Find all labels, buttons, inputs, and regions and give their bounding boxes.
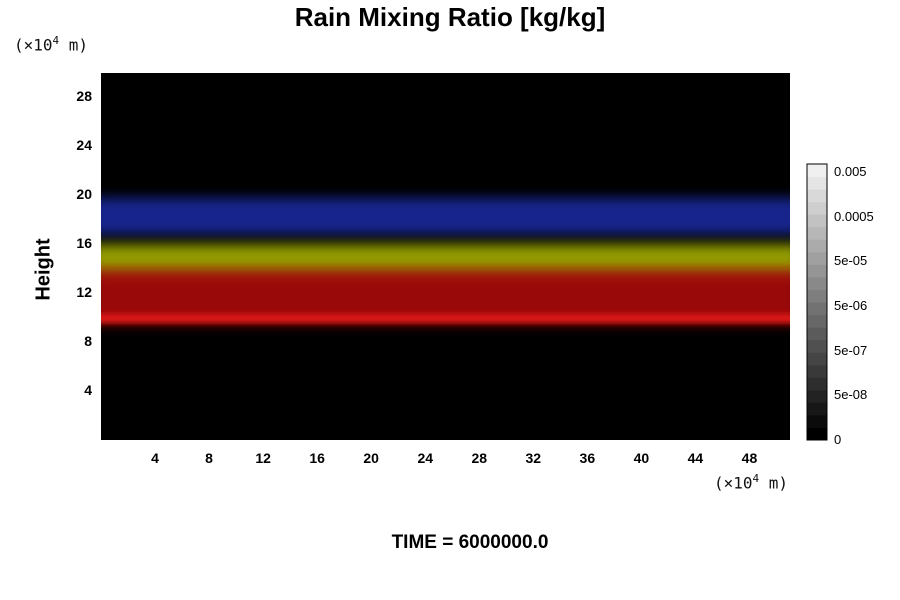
colorbar-label: 5e-06 (834, 298, 868, 313)
colorbar-cell (807, 339, 827, 353)
colorbar-cell (807, 377, 827, 391)
colorbar-cell (807, 327, 827, 341)
colorbar-cell (807, 389, 827, 403)
x-tick-label: 4 (151, 450, 159, 466)
x-tick-label: 40 (633, 450, 650, 466)
y-tick-label: 8 (84, 333, 92, 350)
colorbar-cell (807, 314, 827, 328)
colorbar-cell (807, 214, 827, 228)
colorbar-cell (807, 176, 827, 190)
x-tick-label: 44 (687, 450, 704, 466)
colorbar-cell (807, 239, 827, 253)
colorbar-cell (807, 276, 827, 290)
x-tick-label: 28 (471, 450, 488, 466)
x-tick-label: 24 (417, 450, 434, 466)
x-tick-label: 32 (525, 450, 542, 466)
colorbar-label: 0.0005 (834, 208, 874, 224)
x-tick-label: 48 (741, 450, 758, 466)
y-tick-label: 12 (76, 284, 92, 301)
time-label: TIME = 6000000.0 (391, 532, 549, 553)
colorbar-cell (807, 201, 827, 215)
colorbar-cell (807, 402, 827, 416)
colorbar-label: 5e-07 (834, 342, 868, 358)
y-tick-label: 20 (76, 186, 92, 203)
colorbar-cell (807, 164, 827, 178)
y-tick-label: 4 (84, 382, 92, 399)
colorbar-cell (807, 251, 827, 265)
colorbar-cell (807, 264, 827, 278)
colorbar-label: 5e-08 (834, 387, 868, 403)
x-tick-label: 20 (363, 450, 379, 466)
colorbar-cell (807, 226, 827, 240)
layer-blue (101, 197, 790, 235)
colorbar-label: 0 (834, 432, 842, 447)
y-tick-label: 16 (76, 235, 92, 252)
colorbar-cell (807, 427, 827, 441)
colorbar-cell (807, 289, 827, 303)
layer-red-base (101, 313, 790, 323)
colorbar-frame (806, 163, 828, 441)
x-tick-label: 12 (255, 450, 271, 466)
x-tick-label: 8 (205, 450, 213, 466)
colorbar-label: 5e-05 (834, 253, 868, 269)
y-tick-label: 28 (76, 88, 92, 105)
colorbar-cell (807, 302, 827, 316)
colorbar-cell (807, 352, 827, 366)
chart-title: Rain Mixing Ratio [kg/kg] (294, 2, 606, 32)
y-tick-label: 24 (76, 137, 92, 154)
colorbar-cell (807, 189, 827, 203)
colorbar-cell (807, 414, 827, 428)
y-axis-unit: (×104 m) (14, 34, 89, 55)
x-axis-unit: (×104 m) (714, 472, 789, 493)
x-tick-label: 16 (309, 450, 325, 466)
colorbar-cell (807, 364, 827, 378)
colorbar-label: 0.005 (834, 164, 867, 179)
x-tick-label: 36 (579, 450, 596, 466)
